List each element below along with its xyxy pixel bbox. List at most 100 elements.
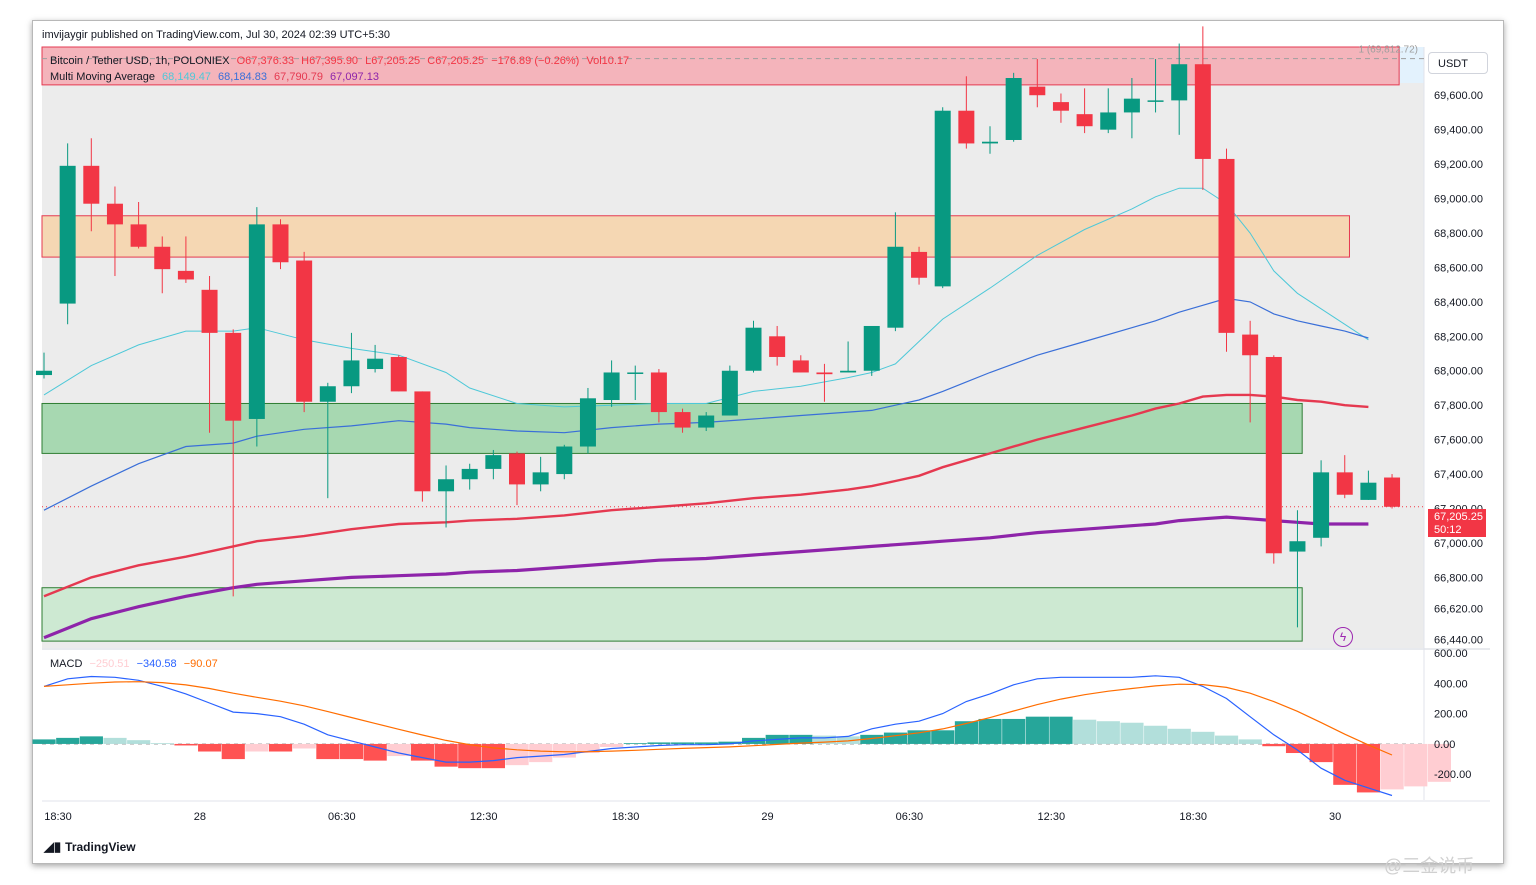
- candle-up[interactable]: [319, 386, 336, 402]
- candle-up[interactable]: [461, 468, 478, 480]
- candle-down[interactable]: [1194, 64, 1211, 159]
- candle-up[interactable]: [1123, 98, 1140, 113]
- candle-up[interactable]: [887, 246, 904, 328]
- time-tick-label: 18:30: [44, 811, 72, 823]
- candle-up[interactable]: [485, 455, 502, 469]
- macd-histogram-bar: [32, 739, 56, 744]
- candle-up[interactable]: [1313, 472, 1330, 538]
- candle-down[interactable]: [177, 270, 194, 280]
- macd-histogram-bar: [860, 734, 884, 744]
- moving-average-line-3[interactable]: [43, 393, 1369, 598]
- candle-down[interactable]: [509, 453, 525, 485]
- candle-down[interactable]: [1052, 102, 1069, 111]
- candle-down[interactable]: [958, 110, 975, 144]
- macd-histogram-bar: [221, 743, 245, 760]
- candle-down[interactable]: [414, 391, 431, 492]
- candle-down[interactable]: [272, 224, 289, 263]
- candle-up[interactable]: [603, 372, 620, 401]
- candle-down[interactable]: [674, 412, 691, 428]
- candle-down[interactable]: [1242, 334, 1259, 356]
- candle-up[interactable]: [36, 370, 52, 376]
- candle-down[interactable]: [390, 356, 407, 392]
- close-value: C67,205.25: [427, 55, 485, 67]
- candle-up[interactable]: [1005, 77, 1022, 140]
- macd-line-value: −340.58: [136, 658, 177, 670]
- candle-up[interactable]: [367, 358, 384, 370]
- macd-histogram-bar: [1262, 743, 1286, 747]
- macd-legend-name[interactable]: MACD: [50, 658, 83, 670]
- price-tick-label: 69,400.00: [1434, 125, 1483, 137]
- candle-down[interactable]: [130, 224, 147, 247]
- candle-up[interactable]: [863, 325, 880, 371]
- tradingview-logo[interactable]: ◢▮ TradingView: [44, 839, 136, 855]
- candle-up[interactable]: [1100, 112, 1117, 130]
- macd-histogram-bar: [387, 743, 411, 757]
- candle-down[interactable]: [296, 260, 313, 402]
- candle-down[interactable]: [154, 246, 171, 270]
- ohlc-legend: Bitcoin / Tether USD, 1h, POLONIEX O67,3…: [50, 55, 633, 67]
- moving-average-line-4[interactable]: [43, 515, 1369, 640]
- candle-down[interactable]: [106, 203, 123, 225]
- candle-up[interactable]: [1360, 482, 1377, 500]
- candle-down[interactable]: [1076, 114, 1093, 127]
- macd-histogram-bar: [671, 742, 695, 744]
- candle-down[interactable]: [1265, 356, 1282, 554]
- bar-countdown: 50:12: [1434, 524, 1462, 536]
- candle-down[interactable]: [792, 360, 809, 373]
- candle-up[interactable]: [745, 327, 762, 371]
- price-tick-label: 68,200.00: [1434, 331, 1483, 343]
- candle-down[interactable]: [769, 336, 786, 357]
- candle-up[interactable]: [627, 372, 644, 374]
- bolt-icon[interactable]: ϟ: [1333, 627, 1353, 647]
- candle-up[interactable]: [248, 224, 265, 419]
- ma-legend: Multi Moving Average 68,149.47 68,184.83…: [50, 71, 383, 83]
- candle-up[interactable]: [982, 141, 998, 144]
- brand-label: TradingView: [65, 840, 136, 854]
- candle-down[interactable]: [1384, 477, 1401, 507]
- candle-up[interactable]: [1289, 541, 1306, 552]
- zone-rect-4[interactable]: [41, 587, 1303, 642]
- candle-down[interactable]: [650, 372, 667, 413]
- zone-rect-2[interactable]: [41, 215, 1350, 258]
- signal-line[interactable]: [43, 681, 1393, 756]
- macd-histogram-bar: [1167, 728, 1191, 744]
- candle-down[interactable]: [1218, 158, 1235, 333]
- macd-histogram-bar: [1096, 721, 1120, 744]
- symbol-label[interactable]: Bitcoin / Tether USD, 1h, POLONIEX: [50, 55, 230, 67]
- currency-button[interactable]: USDT: [1428, 52, 1488, 74]
- zone-rect-3[interactable]: [41, 402, 1303, 454]
- candle-down[interactable]: [1336, 472, 1353, 495]
- price-tick-label: 66,800.00: [1434, 572, 1483, 584]
- candle-up[interactable]: [934, 110, 951, 287]
- candle-down[interactable]: [83, 165, 100, 204]
- candle-down[interactable]: [911, 251, 928, 278]
- candle-down[interactable]: [225, 332, 242, 421]
- candle-up[interactable]: [579, 398, 596, 447]
- candle-down[interactable]: [1029, 86, 1046, 96]
- candle-up[interactable]: [721, 370, 738, 416]
- candle-up[interactable]: [840, 370, 857, 373]
- macd-tick-label: 400.00: [1434, 678, 1468, 690]
- time-tick-label: 18:30: [612, 811, 640, 823]
- candle-up[interactable]: [1171, 64, 1188, 101]
- price-tick-label: 67,600.00: [1434, 435, 1483, 447]
- candle-up[interactable]: [343, 360, 360, 387]
- candle-down[interactable]: [816, 372, 833, 375]
- candle-up[interactable]: [438, 479, 455, 492]
- candle-up[interactable]: [532, 472, 549, 485]
- macd-histogram-bar: [339, 743, 364, 760]
- macd-histogram-bar: [505, 743, 529, 766]
- last-price-value: 67,205.25: [1434, 511, 1483, 523]
- candle-up[interactable]: [556, 446, 573, 475]
- macd-line[interactable]: [43, 675, 1393, 797]
- ma-value-4: 67,097.13: [330, 71, 379, 83]
- high-value: H67,395.90: [301, 55, 359, 67]
- price-pane-background: [42, 47, 1424, 648]
- candle-up[interactable]: [1147, 100, 1164, 102]
- candle-up[interactable]: [59, 165, 76, 304]
- candle-down[interactable]: [201, 289, 218, 333]
- ma-legend-name[interactable]: Multi Moving Average: [50, 71, 155, 83]
- macd-histogram-bar: [458, 743, 482, 769]
- candle-up[interactable]: [698, 415, 715, 428]
